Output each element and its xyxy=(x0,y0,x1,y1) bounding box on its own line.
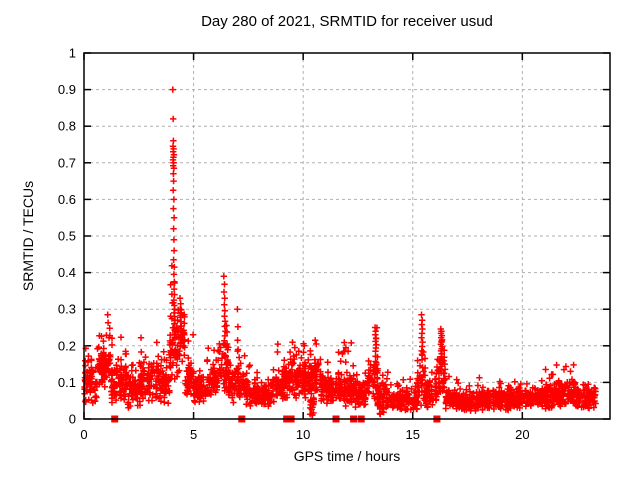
x-tick-label: 20 xyxy=(515,427,529,442)
y-tick-label: 0.3 xyxy=(58,302,76,317)
y-tick-label: 0.5 xyxy=(58,229,76,244)
x-tick-labels: 0 5 10 15 20 xyxy=(80,427,529,442)
x-tick-label: 5 xyxy=(190,427,197,442)
x-axis-label: GPS time / hours xyxy=(293,448,401,464)
y-tick-label: 0.4 xyxy=(58,265,76,280)
y-tick-label: 0.7 xyxy=(58,155,76,170)
x-tick-label: 15 xyxy=(406,427,420,442)
y-tick-label: 0.1 xyxy=(58,375,76,390)
y-tick-label: 0.8 xyxy=(58,119,76,134)
y-tick-label: 0.9 xyxy=(58,82,76,97)
y-tick-label: 0.6 xyxy=(58,192,76,207)
x-tick-label: 0 xyxy=(80,427,87,442)
y-tick-label: 1 xyxy=(69,46,76,61)
data-points xyxy=(81,86,599,419)
grid-lines xyxy=(84,53,610,419)
x-tick-label: 10 xyxy=(296,427,310,442)
plot-border xyxy=(83,52,611,420)
y-tick-label: 0 xyxy=(69,412,76,427)
y-tick-label: 0.2 xyxy=(58,338,76,353)
chart-title: Day 280 of 2021, SRMTID for receiver usu… xyxy=(201,13,493,30)
y-tick-labels: 0 0.1 0.2 0.3 0.4 0.5 0.6 0.7 0.8 0.9 1 xyxy=(58,46,76,427)
